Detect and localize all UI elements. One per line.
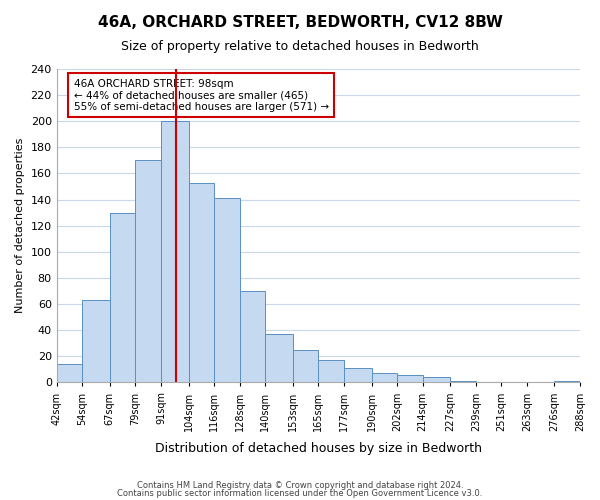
Bar [110, 212, 136, 382]
Bar [136, 160, 161, 382]
Bar [82, 300, 110, 382]
Bar [397, 374, 422, 382]
Bar [344, 368, 371, 382]
Bar [56, 364, 82, 382]
Bar [239, 291, 265, 382]
Bar [265, 334, 293, 382]
Bar [554, 381, 580, 382]
Text: 46A ORCHARD STREET: 98sqm
← 44% of detached houses are smaller (465)
55% of semi: 46A ORCHARD STREET: 98sqm ← 44% of detac… [74, 78, 329, 112]
Bar [422, 377, 450, 382]
Bar [214, 198, 239, 382]
X-axis label: Distribution of detached houses by size in Bedworth: Distribution of detached houses by size … [155, 442, 482, 455]
Text: Contains HM Land Registry data © Crown copyright and database right 2024.: Contains HM Land Registry data © Crown c… [137, 481, 463, 490]
Y-axis label: Number of detached properties: Number of detached properties [15, 138, 25, 314]
Bar [319, 360, 344, 382]
Bar [371, 373, 397, 382]
Text: Contains public sector information licensed under the Open Government Licence v3: Contains public sector information licen… [118, 488, 482, 498]
Bar [293, 350, 319, 382]
Bar [161, 121, 188, 382]
Text: Size of property relative to detached houses in Bedworth: Size of property relative to detached ho… [121, 40, 479, 53]
Bar [188, 182, 214, 382]
Bar [450, 381, 476, 382]
Text: 46A, ORCHARD STREET, BEDWORTH, CV12 8BW: 46A, ORCHARD STREET, BEDWORTH, CV12 8BW [98, 15, 502, 30]
